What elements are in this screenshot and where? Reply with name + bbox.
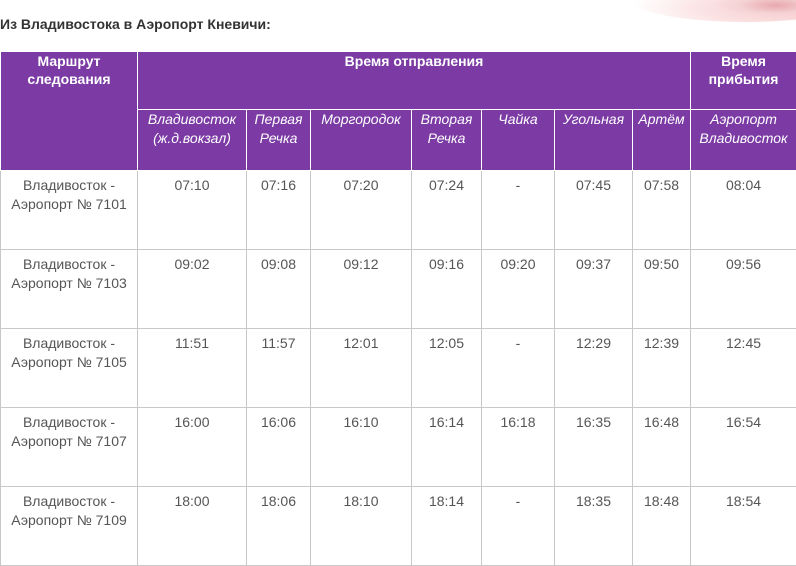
route-header: Маршрут следования	[1, 52, 138, 171]
time-cell: 07:16	[247, 171, 311, 250]
header-row-top: Маршрут следования Время отправления Вре…	[1, 52, 796, 110]
time-cell: 11:57	[247, 329, 311, 408]
arrival-cell: 18:54	[691, 487, 796, 566]
decorative-banner-corner	[620, 0, 796, 26]
time-cell: 07:58	[633, 171, 691, 250]
arrival-cell: 16:54	[691, 408, 796, 487]
time-cell: 09:50	[633, 250, 691, 329]
time-cell: 07:20	[311, 171, 412, 250]
time-cell: 16:10	[311, 408, 412, 487]
time-cell: 09:08	[247, 250, 311, 329]
route-cell: Владивосток - Аэропорт № 7103	[1, 250, 138, 329]
time-cell: 09:02	[138, 250, 247, 329]
time-cell: 07:24	[412, 171, 482, 250]
time-cell: 09:20	[482, 250, 555, 329]
arrival-cell: 09:56	[691, 250, 796, 329]
arrival-station-header: Аэропорт Владивосток	[691, 110, 796, 171]
table-row: Владивосток - Аэропорт № 7101 07:10 07:1…	[1, 171, 796, 250]
time-cell: 07:45	[555, 171, 633, 250]
table-row: Владивосток - Аэропорт № 7109 18:00 18:0…	[1, 487, 796, 566]
time-cell: 12:05	[412, 329, 482, 408]
page-heading: Из Владивостока в Аэропорт Кневичи:	[0, 16, 271, 32]
time-cell: 18:06	[247, 487, 311, 566]
time-cell: -	[482, 171, 555, 250]
schedule-table: Маршрут следования Время отправления Вре…	[0, 51, 796, 566]
station-header: Артём	[633, 110, 691, 171]
time-cell: 12:39	[633, 329, 691, 408]
arrival-cell: 08:04	[691, 171, 796, 250]
time-cell: 11:51	[138, 329, 247, 408]
time-cell: 16:35	[555, 408, 633, 487]
station-header: Вторая Речка	[412, 110, 482, 171]
time-cell: 18:48	[633, 487, 691, 566]
time-cell: 16:18	[482, 408, 555, 487]
time-cell: 16:00	[138, 408, 247, 487]
route-cell: Владивосток - Аэропорт № 7107	[1, 408, 138, 487]
route-cell: Владивосток - Аэропорт № 7101	[1, 171, 138, 250]
route-cell: Владивосток - Аэропорт № 7105	[1, 329, 138, 408]
departure-header: Время отправления	[138, 52, 691, 110]
table-row: Владивосток - Аэропорт № 7103 09:02 09:0…	[1, 250, 796, 329]
time-cell: 18:00	[138, 487, 247, 566]
time-cell: 09:12	[311, 250, 412, 329]
table-row: Владивосток - Аэропорт № 7107 16:00 16:0…	[1, 408, 796, 487]
time-cell: 09:37	[555, 250, 633, 329]
time-cell: 07:10	[138, 171, 247, 250]
time-cell: -	[482, 329, 555, 408]
table-row: Владивосток - Аэропорт № 7105 11:51 11:5…	[1, 329, 796, 408]
time-cell: 18:35	[555, 487, 633, 566]
time-cell: 18:10	[311, 487, 412, 566]
route-cell: Владивосток - Аэропорт № 7109	[1, 487, 138, 566]
time-cell: 12:01	[311, 329, 412, 408]
time-cell: 09:16	[412, 250, 482, 329]
station-header: Первая Речка	[247, 110, 311, 171]
station-header: Моргородок	[311, 110, 412, 171]
time-cell: 16:48	[633, 408, 691, 487]
station-header: Чайка	[482, 110, 555, 171]
arrival-cell: 12:45	[691, 329, 796, 408]
arrival-header: Время прибытия	[691, 52, 796, 110]
time-cell: 16:14	[412, 408, 482, 487]
time-cell: 18:14	[412, 487, 482, 566]
time-cell: 16:06	[247, 408, 311, 487]
time-cell: 12:29	[555, 329, 633, 408]
station-header: Угольная	[555, 110, 633, 171]
station-header: Владивосток (ж.д.вокзал)	[138, 110, 247, 171]
time-cell: -	[482, 487, 555, 566]
